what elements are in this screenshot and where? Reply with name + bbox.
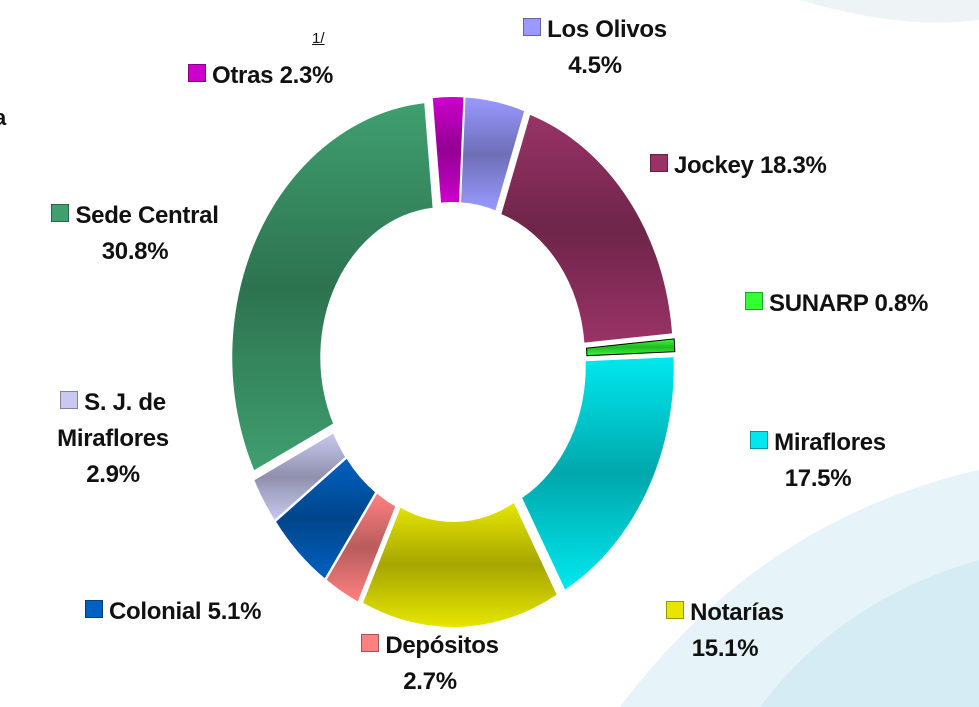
legend-swatch bbox=[750, 431, 769, 449]
legend-swatch bbox=[188, 64, 206, 82]
legend-label: SUNARP 0.8% bbox=[745, 286, 979, 322]
category-name: Los Olivos bbox=[547, 16, 667, 43]
cropped-text: a bbox=[0, 100, 6, 136]
legend-label: Jockey 18.3% bbox=[650, 148, 910, 184]
value-label: 30.8% bbox=[101, 238, 169, 265]
value-label: 0.8% bbox=[874, 290, 929, 317]
legend-swatch bbox=[60, 391, 79, 409]
value-label: 18.3% bbox=[759, 152, 827, 179]
category-name: SUNARP bbox=[769, 290, 869, 317]
category-name: Depósitos bbox=[385, 632, 499, 659]
legend-label: Notarías 15.1% bbox=[640, 595, 810, 667]
category-name: Miraflores bbox=[774, 429, 886, 456]
legend-swatch bbox=[361, 634, 380, 652]
legend-label: Sede Central 30.8% bbox=[10, 198, 260, 270]
legend-swatch bbox=[523, 18, 542, 36]
donut-segment bbox=[363, 502, 557, 627]
donut-segment bbox=[585, 338, 676, 357]
category-name: Jockey bbox=[674, 152, 754, 179]
category-name: Notarías bbox=[690, 599, 784, 626]
legend-swatch bbox=[85, 600, 103, 618]
value-label: 2.9% bbox=[86, 461, 140, 488]
value-label: 2.3% bbox=[279, 62, 334, 89]
category-name: S. J. de Miraflores bbox=[57, 389, 169, 452]
donut-segment bbox=[232, 103, 433, 471]
legend-swatch bbox=[650, 154, 668, 172]
value-label: 2.7% bbox=[403, 668, 457, 695]
background-shape bbox=[800, 0, 979, 23]
donut-segment bbox=[501, 114, 673, 343]
background-shape bbox=[760, 560, 979, 707]
legend-label: Otras 2.3% bbox=[188, 58, 408, 94]
legend-swatch bbox=[666, 601, 685, 619]
legend-label: Colonial 5.1% bbox=[85, 594, 345, 630]
donut-segment bbox=[522, 357, 674, 590]
category-name: Otras bbox=[212, 62, 274, 89]
legend-swatch bbox=[51, 204, 70, 222]
footnote-mark: 1/ bbox=[312, 30, 325, 47]
legend-label: Depósitos 2.7% bbox=[330, 628, 530, 700]
value-label: 17.5% bbox=[784, 465, 852, 492]
donut-segment bbox=[432, 97, 464, 203]
value-label: 15.1% bbox=[691, 635, 759, 662]
category-name: Colonial bbox=[109, 598, 202, 625]
legend-label: Miraflores 17.5% bbox=[718, 425, 918, 497]
legend-label: S. J. de Miraflores 2.9% bbox=[8, 385, 218, 493]
legend-swatch bbox=[745, 292, 763, 310]
value-label: 4.5% bbox=[568, 52, 622, 79]
category-name: Sede Central bbox=[75, 202, 219, 229]
value-label: 5.1% bbox=[207, 598, 262, 625]
legend-label: Los Olivos 4.5% bbox=[495, 12, 695, 84]
